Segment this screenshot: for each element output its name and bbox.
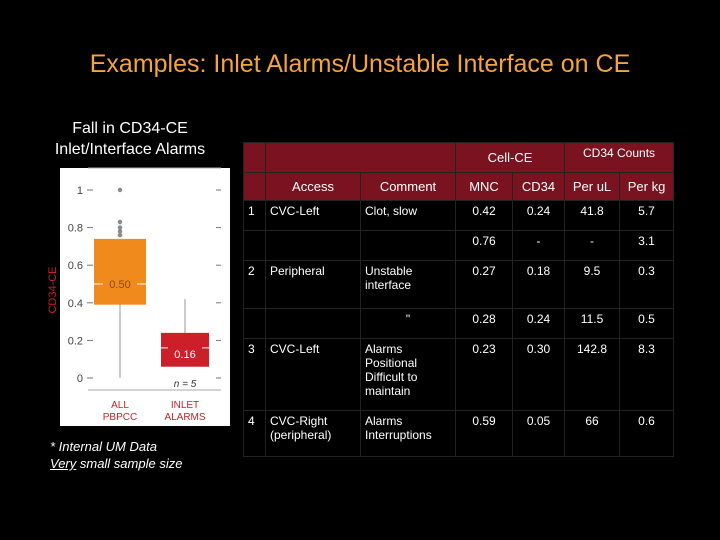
cell-row-number: 1	[243, 200, 266, 231]
category-label-line2: PBPCC	[103, 412, 137, 423]
cell-per-ul: -	[564, 230, 621, 261]
y-tick-label: 0.8	[68, 223, 83, 235]
cell-per-ul: 142.8	[564, 338, 621, 411]
footnote-emphasis: Very	[50, 456, 77, 471]
column-header-cd34: CD34	[511, 172, 566, 201]
cell-comment: "	[360, 308, 456, 339]
median-label: 0.16	[174, 349, 195, 361]
outlier-point	[117, 187, 123, 193]
cell-per-kg: 3.1	[619, 230, 675, 261]
cell-per-kg: 8.3	[619, 338, 675, 411]
cell-per-kg: 0.6	[619, 410, 675, 457]
outlier-point	[117, 229, 123, 234]
results-table: Cell-CE CD34 Counts Access Comment MNC C…	[243, 142, 675, 457]
cell-mnc: 0.23	[455, 338, 513, 411]
header-num	[243, 172, 266, 201]
box-all-pbpcc	[94, 238, 146, 305]
cell-comment: Alarms Interruptions	[360, 410, 456, 457]
y-tick-label: 0.4	[68, 298, 83, 310]
y-tick-label: 0.2	[68, 335, 83, 347]
cell-mnc: 0.42	[455, 200, 513, 231]
chart-title-line2: Inlet/Interface Alarms	[54, 141, 206, 158]
table-row: " 0.28 0.24 11.5 0.5	[243, 308, 675, 339]
category-label-line2: ALARMS	[164, 412, 205, 423]
cell-access: CVC-Right (peripheral)	[265, 410, 361, 457]
cell-per-kg: 0.3	[619, 260, 675, 309]
median-label-bg	[103, 277, 137, 292]
cell-access: Peripheral	[265, 260, 361, 309]
column-header-mnc: MNC	[455, 172, 513, 201]
header-blank-num	[243, 142, 266, 173]
cell-mnc: 0.59	[455, 410, 513, 457]
median-label: 0.50	[109, 279, 130, 291]
chart-title: Fall in CD34-CE Inlet/Interface Alarms	[30, 118, 230, 160]
cell-mnc: 0.27	[455, 260, 513, 309]
cell-ce-header: Cell-CE	[454, 142, 566, 173]
n-label: n = 5	[174, 379, 197, 390]
cell-row-number: 3	[243, 338, 266, 411]
cell-comment: Alarms Positional Difficult to maintain	[360, 338, 456, 411]
cell-per-kg: 5.7	[619, 200, 675, 231]
y-axis-label: CD34-CE	[47, 266, 59, 313]
cell-access: CVC-Left	[265, 338, 361, 411]
cell-cd34: 0.05	[511, 410, 566, 457]
column-header-per-ul: Per uL	[564, 172, 621, 201]
chart-title-line1: Fall in CD34-CE	[72, 120, 188, 137]
cell-per-ul: 66	[564, 410, 621, 457]
column-header-comment: Comment	[360, 172, 456, 201]
cd34-counts-header: CD34 Counts	[564, 142, 675, 173]
cell-cd34: -	[511, 230, 566, 261]
cell-comment	[360, 230, 456, 261]
slide-title: Examples: Inlet Alarms/Unstable Interfac…	[89, 50, 631, 78]
cell-per-ul: 11.5	[564, 308, 621, 339]
outlier-point	[117, 232, 123, 238]
cell-row-number: 4	[243, 410, 266, 457]
cell-comment: Unstable interface	[360, 260, 456, 309]
table-row: 0.76- -3.1	[243, 230, 675, 261]
category-label-line1: ALL	[111, 400, 129, 411]
category-label-line1: INLET	[171, 400, 199, 411]
cell-per-ul: 9.5	[564, 260, 621, 309]
cell-per-ul: 41.8	[564, 200, 621, 231]
footnote-rest: small sample size	[76, 456, 183, 471]
column-header-per-kg: Per kg	[619, 172, 675, 201]
cell-per-kg: 0.5	[619, 308, 675, 339]
cell-row-number: 2	[243, 260, 266, 309]
cell-row-number	[243, 230, 266, 261]
table-row: 4 CVC-Right (peripheral) Alarms Interrupti…	[243, 410, 675, 457]
y-tick-label: 0.6	[68, 260, 83, 272]
table-row: 2 Peripheral Unstable interface 0.27 0.18 9.5…	[243, 260, 675, 309]
footnote: * Internal UM Data Very small sample siz…	[50, 438, 182, 472]
cell-cd34: 0.24	[511, 308, 566, 339]
cell-row-number	[243, 308, 266, 339]
cell-mnc: 0.28	[455, 308, 513, 339]
outlier-point	[117, 225, 123, 230]
table-row: 3 CVC-Left Alarms Positional Difficult to …	[243, 338, 675, 411]
y-tick-label: 1	[77, 185, 83, 197]
cell-mnc: 0.76	[455, 230, 513, 261]
header-blank	[265, 142, 456, 173]
cell-access	[265, 308, 361, 339]
cell-comment: Clot, slow	[360, 200, 456, 231]
y-tick-label: 0	[77, 373, 83, 385]
footnote-line2: Very small sample size	[50, 455, 182, 472]
column-header-access: Access	[265, 172, 361, 201]
cell-access	[265, 230, 361, 261]
cell-access: CVC-Left	[265, 200, 361, 231]
cell-cd34: 0.24	[511, 200, 566, 231]
cell-cd34: 0.30	[511, 338, 566, 411]
footnote-line1: * Internal UM Data	[50, 439, 157, 454]
cell-cd34: 0.18	[511, 260, 566, 309]
table-row: 1 CVC-Left Clot, slow 0.42 0.24 41.8 5.7	[243, 200, 675, 231]
median-label-bg	[168, 346, 202, 362]
outlier-point	[117, 219, 123, 225]
